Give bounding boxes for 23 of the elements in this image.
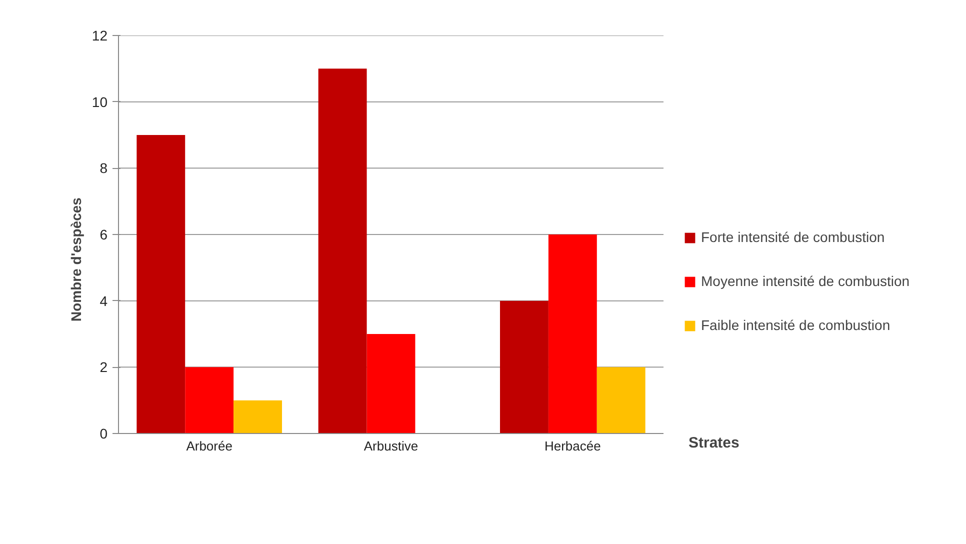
- legend-label: Forte intensité de combustion: [701, 229, 885, 245]
- bar: [596, 367, 646, 434]
- y-tick-label: 10: [92, 94, 108, 110]
- y-tick-label: 2: [100, 359, 108, 376]
- bar: [500, 300, 548, 434]
- legend-label: Moyenne intensité de combustion: [701, 273, 910, 289]
- bar: [548, 234, 597, 434]
- bar: [366, 334, 416, 434]
- y-tick-label: 0: [100, 426, 108, 442]
- y-tick-label: 4: [100, 292, 108, 309]
- bar: [234, 400, 282, 434]
- bar: [318, 68, 367, 434]
- bar: [136, 135, 186, 434]
- x-tick-label: Arbustive: [364, 438, 418, 454]
- x-tick-label: Arborée: [186, 438, 232, 454]
- y-axis-title: Nombre d'espèces: [68, 197, 84, 322]
- y-tick-label: 12: [92, 28, 108, 44]
- x-axis-title: Strates: [688, 434, 740, 452]
- y-tick-label: 6: [100, 226, 108, 242]
- y-tick-label: 8: [100, 160, 108, 176]
- bar: [185, 367, 234, 434]
- x-tick-label: Herbacée: [544, 438, 601, 454]
- legend-label: Faible intensité de combustion: [701, 317, 890, 333]
